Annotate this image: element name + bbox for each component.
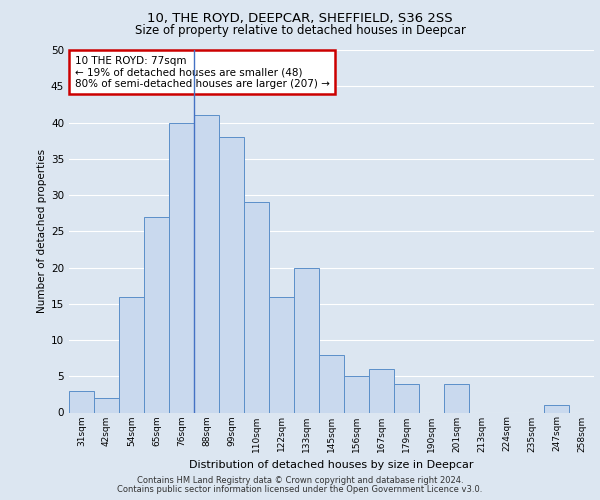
Bar bbox=[294, 268, 319, 412]
Bar bbox=[544, 405, 569, 412]
Bar bbox=[369, 369, 394, 412]
Text: 10, THE ROYD, DEEPCAR, SHEFFIELD, S36 2SS: 10, THE ROYD, DEEPCAR, SHEFFIELD, S36 2S… bbox=[147, 12, 453, 25]
Bar bbox=[144, 217, 169, 412]
Text: Size of property relative to detached houses in Deepcar: Size of property relative to detached ho… bbox=[134, 24, 466, 37]
Text: Contains HM Land Registry data © Crown copyright and database right 2024.: Contains HM Land Registry data © Crown c… bbox=[137, 476, 463, 485]
Bar bbox=[444, 384, 469, 412]
Bar bbox=[94, 398, 119, 412]
Bar bbox=[244, 202, 269, 412]
Y-axis label: Number of detached properties: Number of detached properties bbox=[37, 149, 47, 314]
Bar bbox=[269, 296, 294, 412]
Bar bbox=[219, 137, 244, 412]
Bar bbox=[194, 116, 219, 412]
Bar bbox=[394, 384, 419, 412]
Text: Contains public sector information licensed under the Open Government Licence v3: Contains public sector information licen… bbox=[118, 485, 482, 494]
Bar bbox=[169, 122, 194, 412]
Text: 10 THE ROYD: 77sqm
← 19% of detached houses are smaller (48)
80% of semi-detache: 10 THE ROYD: 77sqm ← 19% of detached hou… bbox=[74, 56, 329, 89]
Bar bbox=[319, 354, 344, 412]
X-axis label: Distribution of detached houses by size in Deepcar: Distribution of detached houses by size … bbox=[189, 460, 474, 470]
Bar bbox=[344, 376, 369, 412]
Bar bbox=[119, 296, 144, 412]
Bar bbox=[69, 391, 94, 412]
